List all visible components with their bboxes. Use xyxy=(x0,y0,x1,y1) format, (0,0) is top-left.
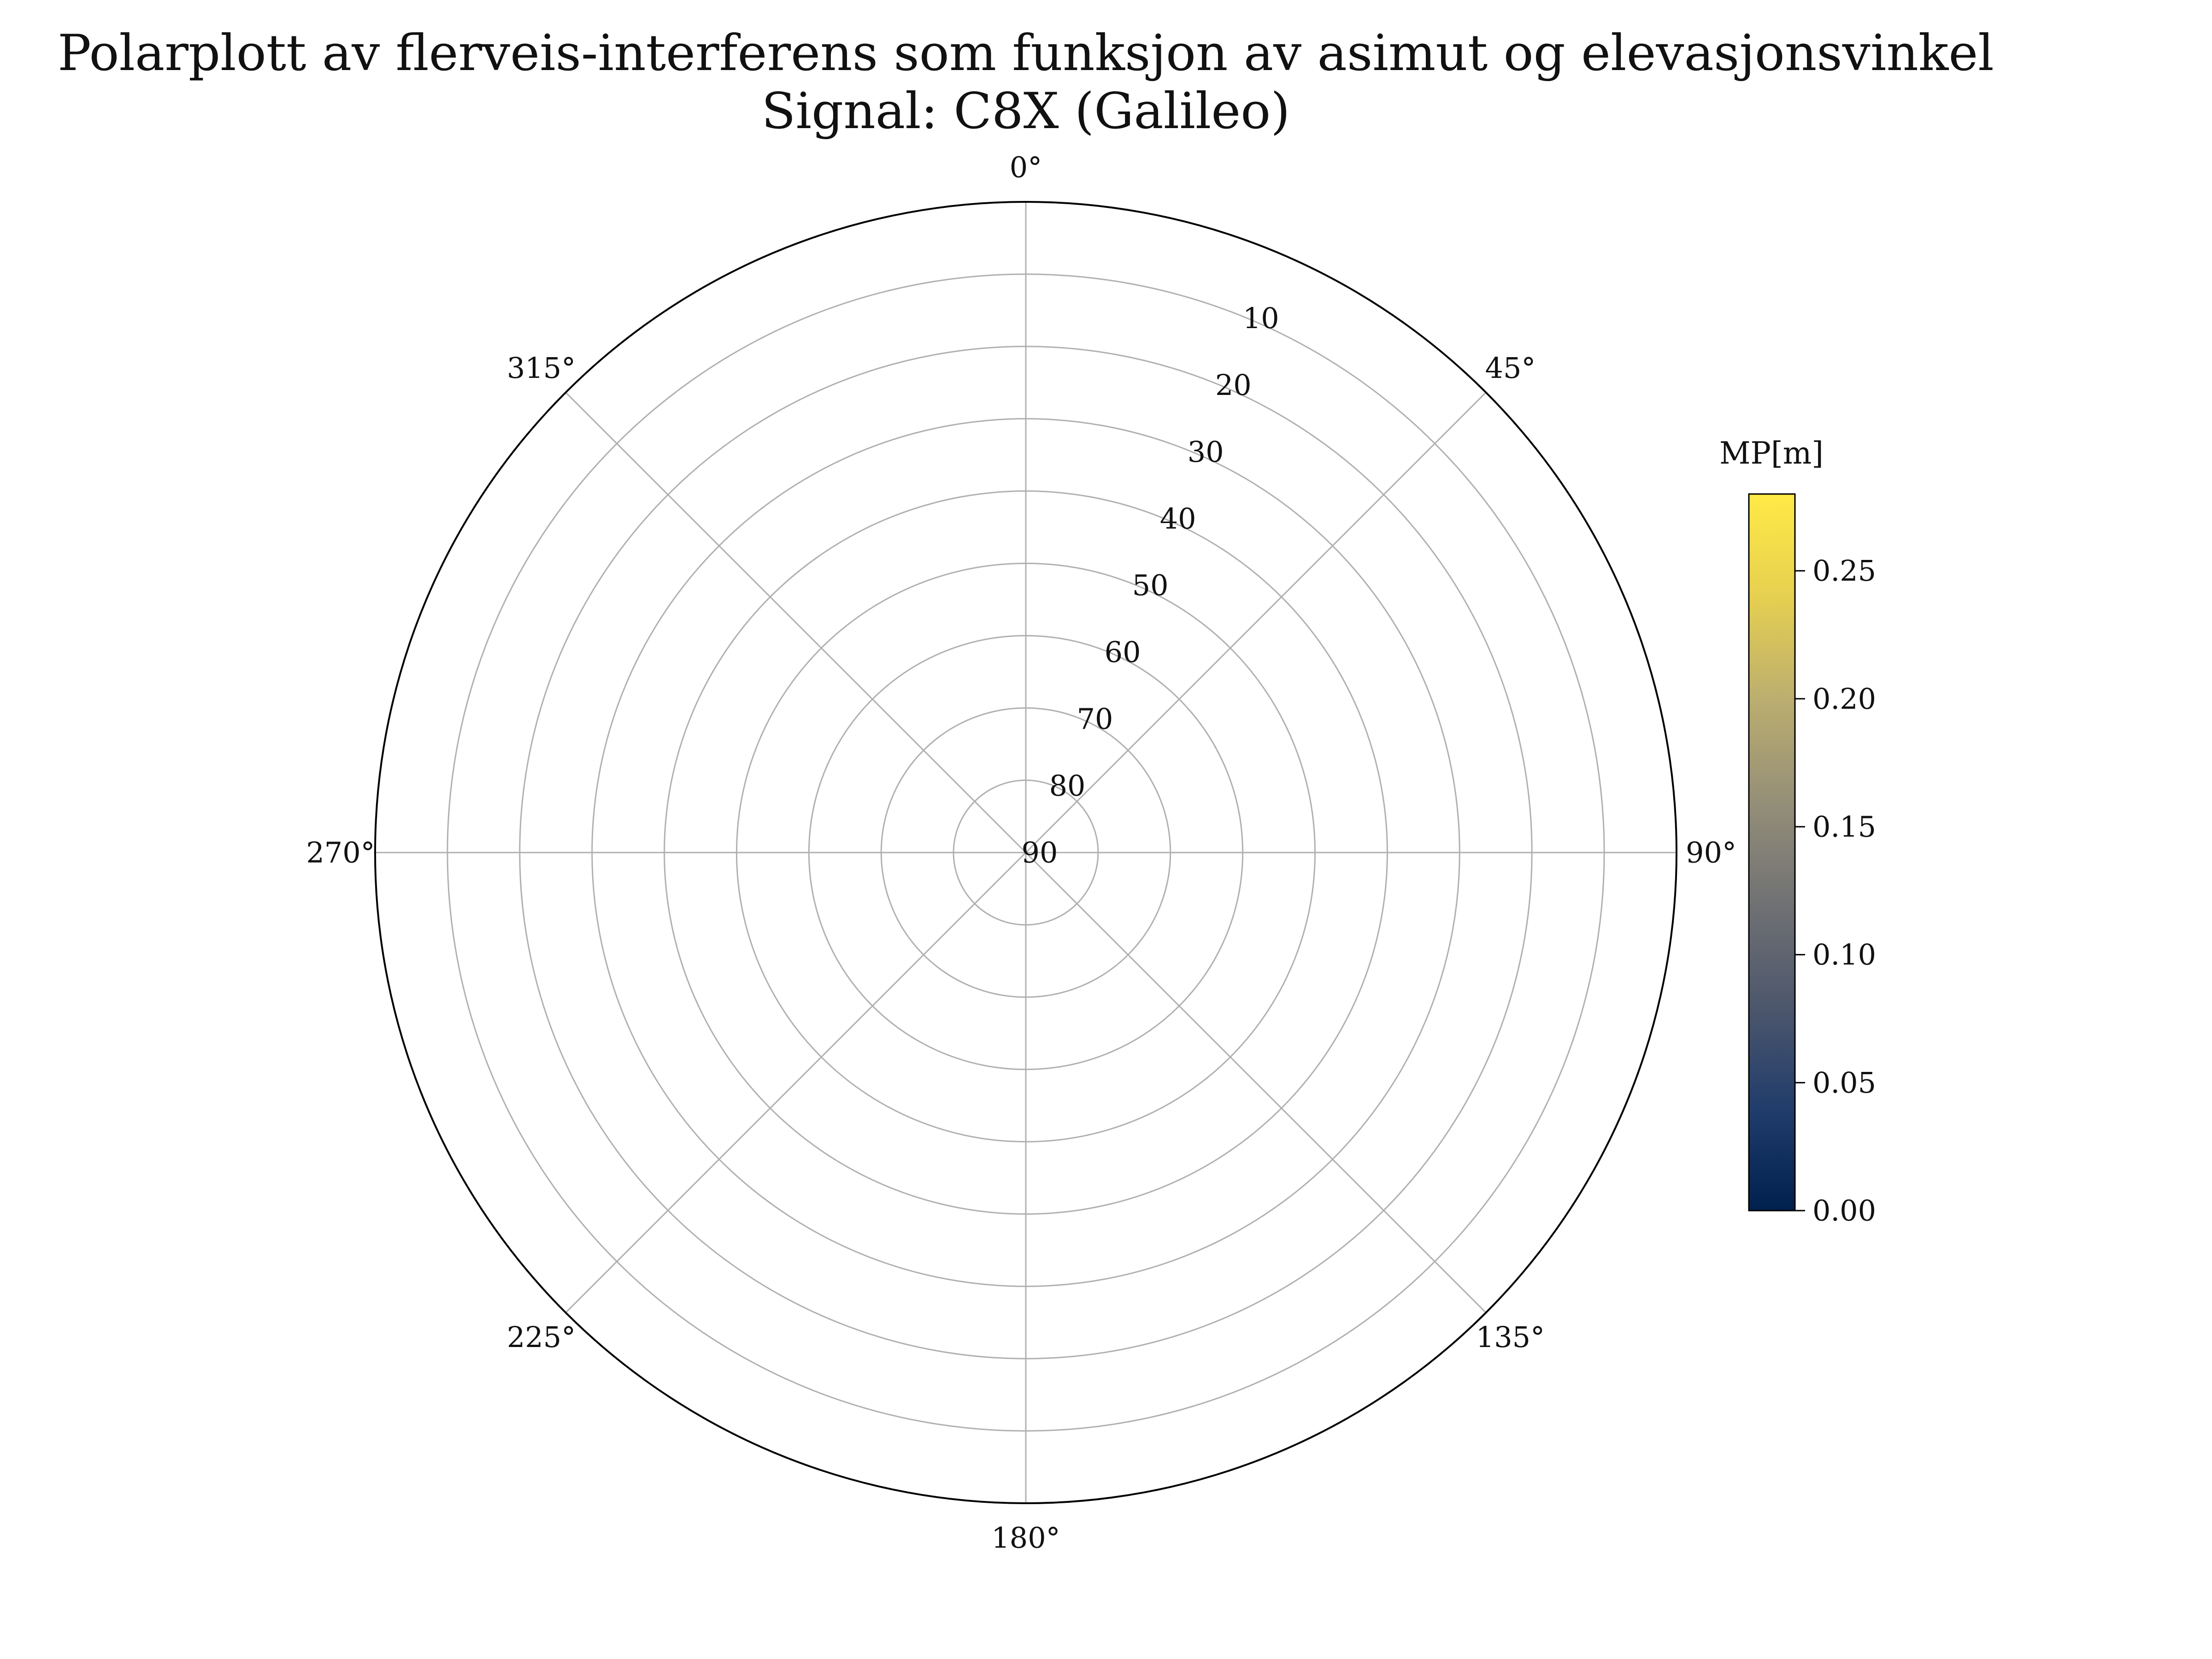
polar-frame xyxy=(374,201,1677,1504)
colorbar-tick-label: 0.20 xyxy=(1812,682,1876,716)
colorbar-frame xyxy=(1748,493,1796,1212)
angle-label-270: 270° xyxy=(306,836,375,870)
angle-label-135: 135° xyxy=(1476,1320,1545,1354)
colorbar-gradient xyxy=(1749,494,1795,1211)
grid-spoke-45 xyxy=(1025,392,1487,853)
radial-label-20: 20 xyxy=(1215,368,1252,402)
radial-label-50: 50 xyxy=(1132,569,1169,602)
colorbar-tick-label: 0.00 xyxy=(1812,1194,1876,1228)
grid-spoke-135 xyxy=(1025,852,1487,1313)
radial-label-30: 30 xyxy=(1188,435,1224,469)
angle-label-45: 45° xyxy=(1485,351,1536,385)
angular-grid xyxy=(375,202,1677,1503)
chart-subtitle: Signal: C8X (Galileo) xyxy=(762,82,1290,140)
radial-label-10: 10 xyxy=(1243,301,1279,335)
radial-label-90: 90 xyxy=(1022,836,1058,870)
angle-label-180: 180° xyxy=(991,1521,1060,1555)
angle-label-315: 315° xyxy=(507,351,576,385)
angle-labels: 0° 45° 90° 135° 180° 225° 270° 315° xyxy=(306,151,1736,1555)
angle-label-0: 0° xyxy=(1010,151,1042,184)
grid-spoke-315 xyxy=(565,392,1027,853)
colorbar-tick-label: 0.25 xyxy=(1812,554,1876,588)
colorbar-tick-label: 0.10 xyxy=(1812,938,1876,971)
colorbar-tick-label: 0.15 xyxy=(1812,810,1876,843)
radial-label-60: 60 xyxy=(1105,635,1141,669)
radial-label-80: 80 xyxy=(1049,769,1086,803)
grid-spoke-225 xyxy=(565,852,1027,1313)
colorbar: MP[m] 0.00 0.05 0.10 0.15 0.20 0.25 xyxy=(1719,435,1876,1228)
chart-title: Polarplott av flerveis-interferens som f… xyxy=(58,24,1994,82)
colorbar-tick-label: 0.05 xyxy=(1812,1066,1876,1100)
radial-label-70: 70 xyxy=(1077,702,1113,736)
radial-labels: 10 20 30 40 50 60 70 80 90 xyxy=(1022,301,1279,870)
angle-label-90: 90° xyxy=(1686,836,1736,870)
angle-label-225: 225° xyxy=(507,1320,576,1354)
colorbar-ticks: 0.00 0.05 0.10 0.15 0.20 0.25 xyxy=(1795,554,1876,1228)
colorbar-label: MP[m] xyxy=(1719,435,1824,471)
radial-label-40: 40 xyxy=(1160,502,1196,535)
